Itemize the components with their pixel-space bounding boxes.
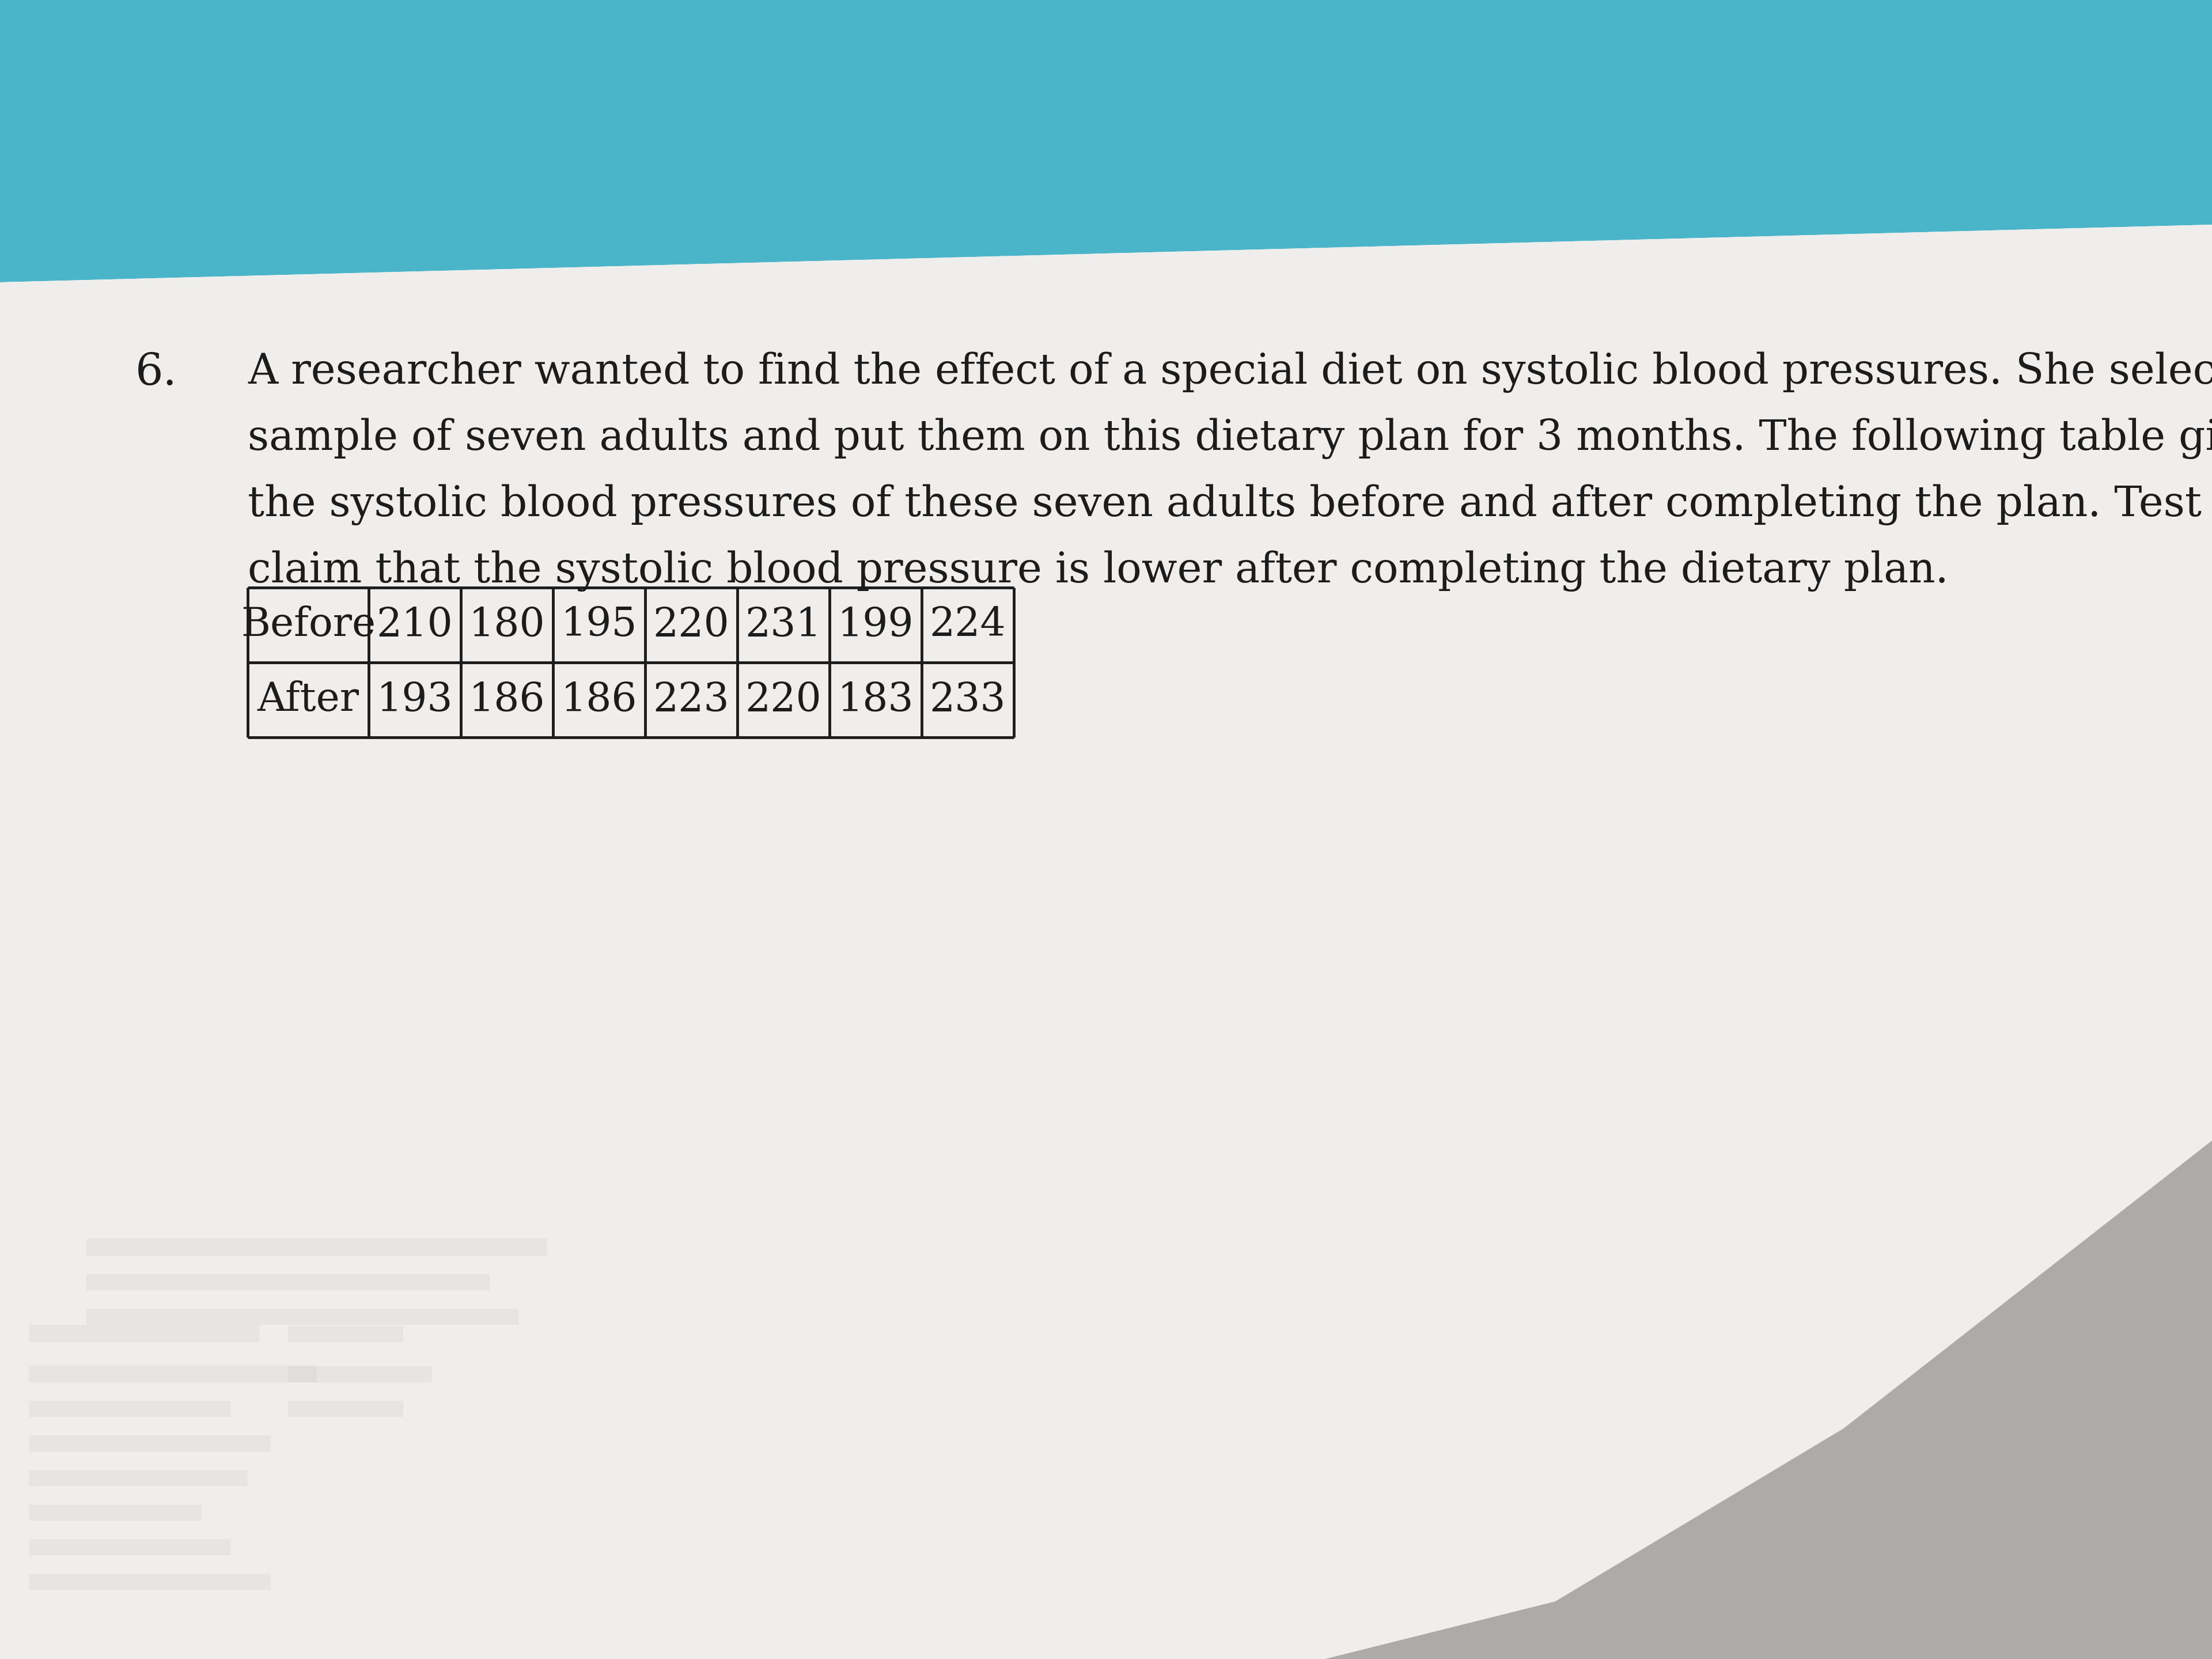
Text: 231: 231 [745, 606, 821, 644]
Text: 180: 180 [469, 606, 544, 644]
Text: A researcher wanted to find the effect of a special diet on systolic blood press: A researcher wanted to find the effect o… [248, 352, 2212, 393]
Text: 199: 199 [838, 606, 914, 644]
Text: After: After [257, 680, 358, 718]
Bar [29, 1540, 230, 1556]
Text: 186: 186 [469, 680, 544, 718]
Bar [29, 1365, 316, 1382]
Bar [288, 1326, 403, 1342]
Text: 183: 183 [838, 680, 914, 718]
Bar [86, 1309, 518, 1326]
Bar [29, 1400, 230, 1417]
Bar [29, 1505, 201, 1521]
Bar [29, 1326, 259, 1342]
Text: 210: 210 [376, 606, 453, 644]
Text: 233: 233 [929, 680, 1006, 718]
Text: 195: 195 [562, 606, 637, 644]
Text: claim that the systolic blood pressure is lower after completing the dietary pla: claim that the systolic blood pressure i… [248, 551, 1949, 591]
Text: 220: 220 [745, 680, 821, 718]
Text: 193: 193 [376, 680, 453, 718]
Text: 223: 223 [653, 680, 730, 718]
Bar [29, 1574, 270, 1589]
Bar [288, 1400, 403, 1417]
Bar [288, 1367, 431, 1382]
Text: sample of seven adults and put them on this dietary plan for 3 months. The follo: sample of seven adults and put them on t… [248, 418, 2212, 460]
Text: 220: 220 [653, 606, 730, 644]
Polygon shape [0, 224, 2212, 1659]
Text: Before: Before [241, 606, 376, 644]
Bar [29, 1435, 270, 1452]
Bar [86, 1239, 546, 1256]
Polygon shape [0, 0, 2212, 282]
Bar [86, 1274, 489, 1291]
Bar [29, 1470, 248, 1486]
Polygon shape [1325, 1141, 2212, 1659]
Text: 186: 186 [562, 680, 637, 718]
Text: 6.: 6. [135, 352, 177, 393]
Text: 224: 224 [929, 606, 1006, 644]
Text: the systolic blood pressures of these seven adults before and after completing t: the systolic blood pressures of these se… [248, 484, 2212, 526]
